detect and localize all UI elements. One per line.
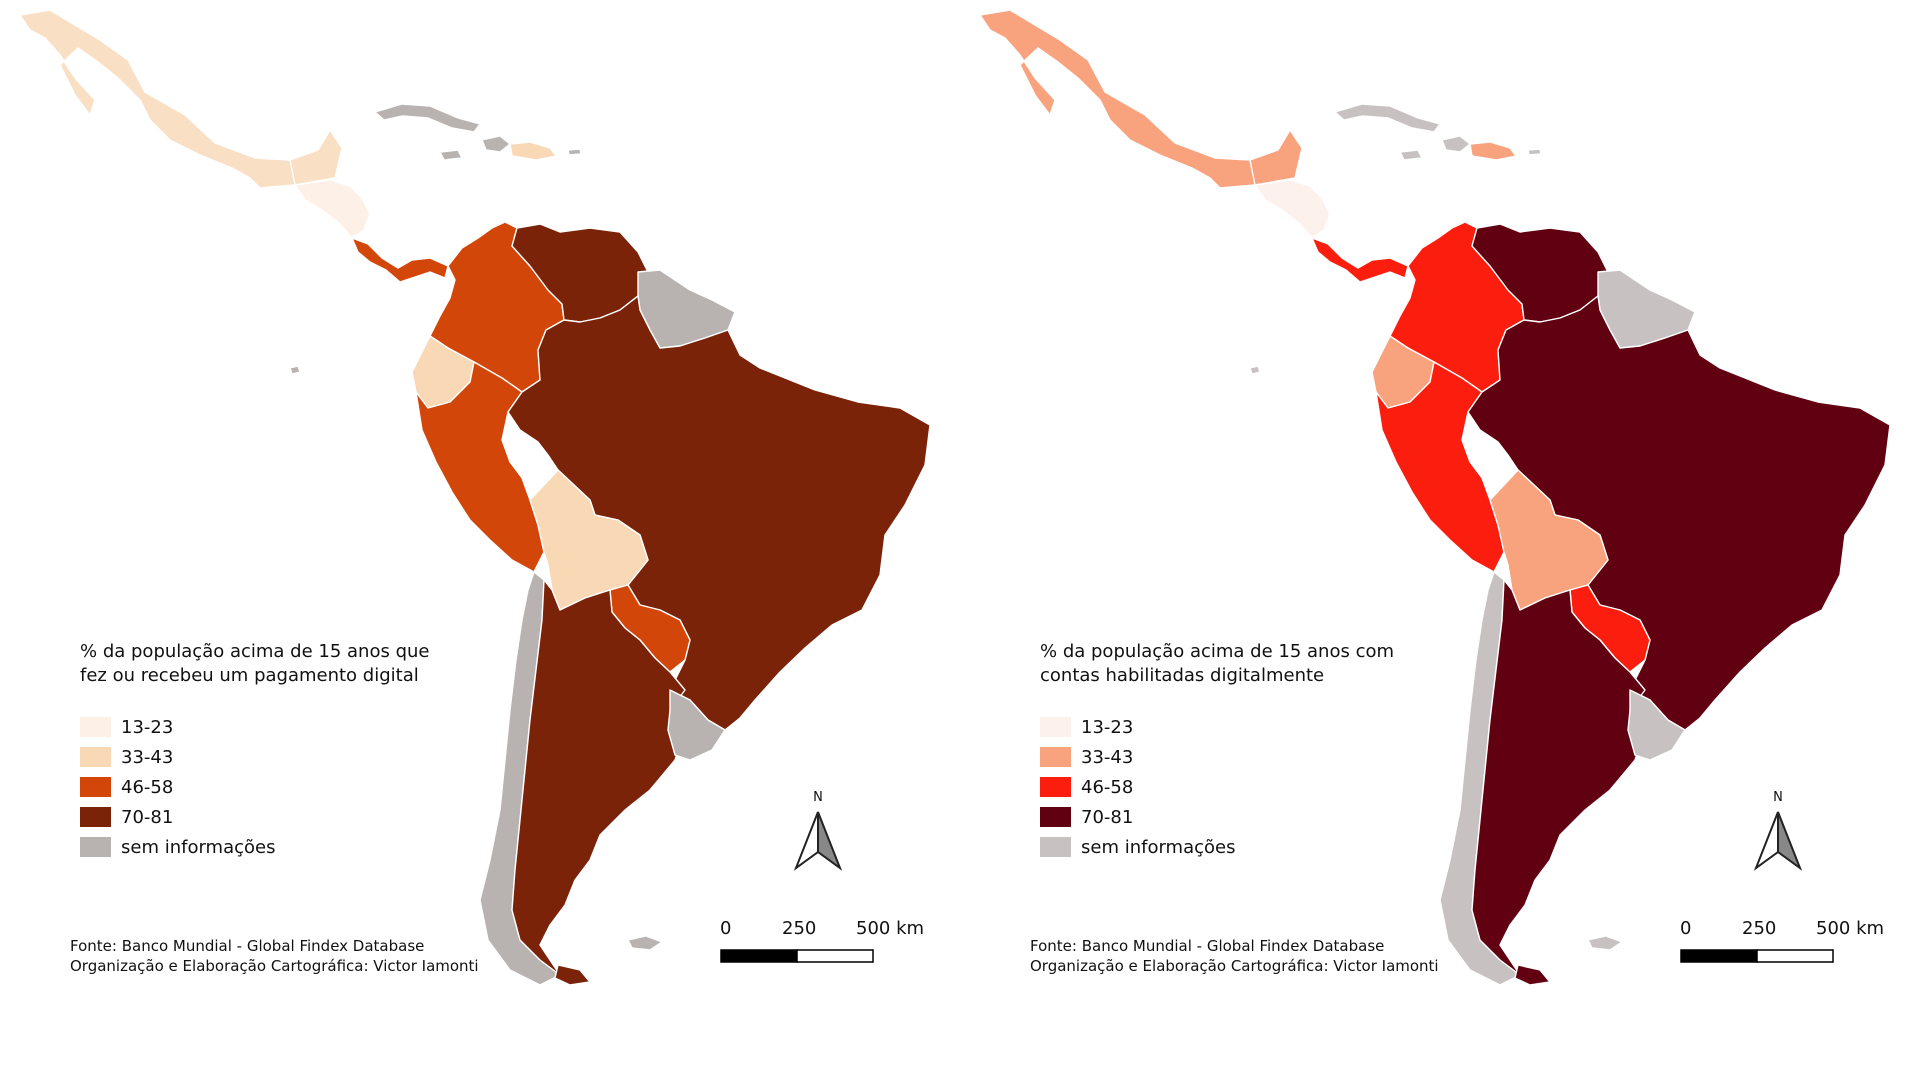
legend-title: % da população acima de 15 anos com cont… — [1040, 640, 1394, 688]
tierra-del-fuego-region — [554, 964, 591, 986]
uruguay-region — [667, 689, 726, 761]
cuba-region — [1334, 103, 1441, 133]
scale-label-500: 500 km — [856, 918, 925, 939]
legend-label: 13-23 — [121, 716, 174, 738]
north-arrow: N — [1748, 790, 1808, 880]
legend-item: 46-58 — [1040, 772, 1235, 802]
scale-label-250: 250 — [782, 918, 817, 939]
scale-label-0: 0 — [720, 918, 732, 939]
north-arrow: N — [788, 790, 848, 880]
legend-swatch — [1040, 837, 1071, 857]
hispaniola-region — [1441, 135, 1471, 153]
legend-swatch — [1040, 777, 1071, 797]
legend-item: 70-81 — [80, 802, 275, 832]
central-america-region — [294, 179, 371, 239]
central-america-region — [1254, 179, 1331, 239]
scale-label-0: 0 — [1680, 918, 1692, 939]
scale-bar-graphic — [720, 949, 874, 963]
scale-bar: 0 250 500 km — [720, 918, 924, 978]
puerto-rico-region — [1527, 148, 1542, 156]
mexico-region — [19, 9, 343, 189]
legend-title-line2: fez ou recebeu um pagamento digital — [80, 665, 419, 686]
legend-swatch — [1040, 717, 1071, 737]
legend-item: 13-23 — [1040, 712, 1235, 742]
legend-label: 33-43 — [121, 746, 174, 768]
legend-swatch — [80, 807, 111, 827]
credits: Fonte: Banco Mundial - Global Findex Dat… — [70, 936, 479, 976]
legend-swatch — [80, 837, 111, 857]
tierra-del-fuego-region — [1514, 964, 1551, 986]
map-panel-digital-accounts: % da população acima de 15 anos com cont… — [960, 0, 1920, 1080]
legend-item: sem informações — [1040, 832, 1235, 862]
jamaica-region — [439, 149, 463, 161]
map-svg — [19, 9, 931, 986]
legend-title-line1: % da população acima de 15 anos com — [1040, 641, 1395, 662]
credits-author: Organização e Elaboração Cartográfica: V… — [1030, 957, 1439, 975]
legend-item: 13-23 — [80, 712, 275, 742]
falklands-region — [1587, 935, 1623, 951]
legend-swatch — [80, 717, 111, 737]
legend-label: 46-58 — [121, 776, 174, 798]
guatemala-region — [289, 129, 343, 186]
panama-costa-rica-region — [351, 237, 449, 283]
credits-source: Fonte: Banco Mundial - Global Findex Dat… — [1030, 937, 1385, 955]
legend-item: sem informações — [80, 832, 275, 862]
galapagos-region — [289, 365, 301, 375]
credits: Fonte: Banco Mundial - Global Findex Dat… — [1030, 936, 1439, 976]
dominican-republic-region — [1469, 141, 1517, 161]
north-label: N — [1773, 790, 1783, 805]
legend-item: 33-43 — [1040, 742, 1235, 772]
jamaica-region — [1399, 149, 1423, 161]
scale-bar: 0 250 500 km — [1680, 918, 1884, 978]
legend: 13-23 33-43 46-58 70-81 sem informações — [80, 712, 275, 862]
falklands-region — [627, 935, 663, 951]
legend-swatch — [1040, 807, 1071, 827]
peru-region — [1375, 361, 1505, 573]
legend-label: 70-81 — [121, 806, 174, 828]
north-arrow-icon — [793, 811, 843, 871]
map-svg — [979, 9, 1891, 986]
argentina-region — [1471, 579, 1646, 976]
scale-bar-graphic — [1680, 949, 1834, 963]
scale-label-250: 250 — [1742, 918, 1777, 939]
legend-label: 70-81 — [1081, 806, 1134, 828]
north-arrow-icon — [1753, 811, 1803, 871]
legend-swatch — [80, 747, 111, 767]
hispaniola-region — [481, 135, 511, 153]
legend-label: 33-43 — [1081, 746, 1134, 768]
legend-title-line2: contas habilitadas digitalmente — [1040, 665, 1325, 686]
credits-source: Fonte: Banco Mundial - Global Findex Dat… — [70, 937, 425, 955]
uruguay-region — [1627, 689, 1686, 761]
north-label: N — [813, 790, 823, 805]
legend-label: sem informações — [1081, 836, 1236, 858]
legend-label: sem informações — [121, 836, 276, 858]
map-panel-digital-payments: % da população acima de 15 anos que fez … — [19, 9, 931, 986]
guatemala-region — [1249, 129, 1303, 186]
legend: 13-23 33-43 46-58 70-81 sem informações — [1040, 712, 1235, 862]
legend-swatch — [1040, 747, 1071, 767]
legend-swatch — [80, 777, 111, 797]
galapagos-region — [1249, 365, 1261, 375]
legend-label: 46-58 — [1081, 776, 1134, 798]
cuba-region — [374, 103, 481, 133]
argentina-region — [511, 579, 686, 976]
legend-item: 33-43 — [80, 742, 275, 772]
legend-item: 46-58 — [80, 772, 275, 802]
panama-costa-rica-region — [1311, 237, 1409, 283]
legend-item: 70-81 — [1040, 802, 1235, 832]
dominican-republic-region — [509, 141, 557, 161]
mexico-region — [979, 9, 1303, 189]
legend-title: % da população acima de 15 anos que fez … — [80, 640, 430, 688]
legend-label: 13-23 — [1081, 716, 1134, 738]
puerto-rico-region — [567, 148, 582, 156]
legend-title-line1: % da população acima de 15 anos que — [80, 641, 430, 662]
credits-author: Organização e Elaboração Cartográfica: V… — [70, 957, 479, 975]
peru-region — [415, 361, 545, 573]
scale-label-500: 500 km — [1816, 918, 1885, 939]
